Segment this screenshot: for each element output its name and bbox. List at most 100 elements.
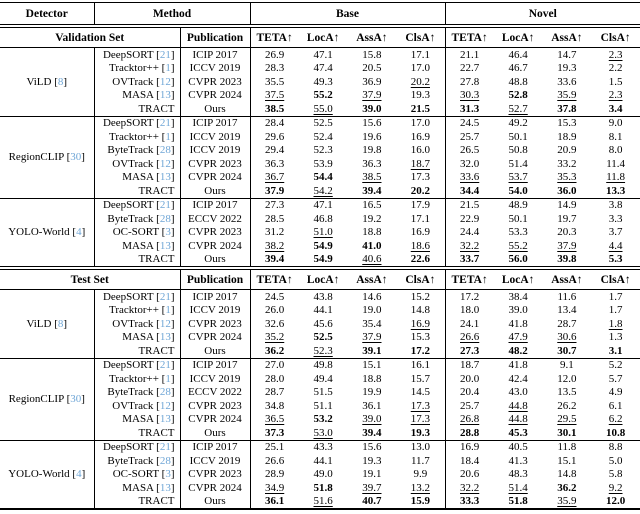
metric-value: 17.1: [396, 212, 446, 226]
metric-value: 40.6: [362, 253, 382, 266]
metric-value: 14.8: [396, 303, 446, 317]
citation-ref: 3: [165, 226, 171, 239]
metric-value: 18.0: [460, 304, 480, 317]
metric-value: 16.1: [396, 357, 446, 372]
table-row: TRACT Ours 37.3 53.0 39.4 19.3 28.8 45.3 30.1 10.…: [0, 426, 640, 440]
metric-value: 48.9: [493, 197, 543, 212]
citation-ref: 21: [159, 359, 171, 372]
metric-value: 30.6: [557, 331, 577, 344]
metric-value: 31.3: [460, 102, 480, 115]
table-row: Detector Method Base Novel: [0, 2, 640, 25]
metric-value: 27.3: [460, 344, 480, 357]
metric-value: 43.3: [298, 439, 348, 454]
metric-value: 20.3: [557, 226, 577, 239]
detector-cell: ViLD [8]: [0, 289, 95, 358]
table-row: Tracktor++ [1] ICCV 2019 26.0 44.1 19.0 14.8 1…: [0, 303, 640, 317]
publication-cell: ICIP 2017: [180, 197, 251, 212]
metric-value: 54.2: [313, 184, 333, 197]
citation-ref: 28: [159, 212, 171, 225]
citation-ref: 13: [159, 413, 171, 426]
metric-value: 49.3: [313, 75, 333, 88]
metric-value: 15.6: [347, 115, 397, 130]
metric-value: 35.3: [557, 171, 577, 184]
metric-value: 54.9: [313, 253, 333, 266]
publication-cell: Ours: [180, 102, 251, 116]
metric-value: 21.1: [445, 47, 494, 62]
citation-ref: 8: [57, 75, 64, 88]
metric-value: 15.3: [542, 115, 592, 130]
method-cell: OC-SORT [3]: [94, 467, 181, 481]
metric-value: 41.0: [362, 239, 382, 252]
metric-value: 53.2: [313, 413, 333, 426]
metric-value: 11.6: [542, 289, 592, 304]
metric-value: 48.2: [508, 344, 528, 357]
set-label: Test Set: [0, 269, 181, 290]
metric-value: 16.5: [347, 197, 397, 212]
metric-value: 47.1: [298, 47, 348, 62]
metric-value: 21.5: [396, 102, 446, 116]
publication-cell: CVPR 2024: [180, 88, 251, 102]
metric-value: 17.2: [396, 344, 446, 358]
metric-value: 5.8: [608, 468, 623, 481]
double-rule: [0, 24, 640, 28]
metric-column-header: LocA↑: [298, 269, 348, 290]
metric-value: 13.3: [606, 184, 626, 197]
metric-value: 14.5: [396, 385, 446, 399]
metric-value: 37.5: [265, 89, 285, 102]
metric-value: 38.4: [493, 289, 543, 304]
method-cell: ByteTrack [28]: [94, 143, 181, 157]
table-row: YOLO-World [4] DeepSORT [21] ICIP 2017 27.3…: [0, 197, 640, 267]
method-cell: DeepSORT [21]: [94, 115, 181, 130]
metric-value: 13.2: [396, 481, 446, 495]
metric-value: 37.9: [265, 184, 285, 197]
metric-value: 11.7: [396, 454, 446, 468]
metric-column-header: TETA↑: [250, 27, 299, 48]
table-row: ViLD [8] DeepSORT [21] ICIP 2017 24.5 43.8 14…: [0, 289, 640, 358]
metric-value: 17.1: [396, 47, 446, 62]
metric-value: 56.0: [508, 253, 528, 266]
metric-value: 33.2: [557, 157, 577, 170]
metric-value: 51.8: [508, 495, 528, 508]
publication-cell: ICCV 2019: [180, 143, 251, 157]
metric-value: 33.3: [460, 495, 480, 508]
method-cell: MASA [13]: [94, 330, 181, 344]
metric-value: 21.5: [445, 197, 494, 212]
metric-value: 39.4: [362, 426, 382, 439]
citation-ref: 1: [165, 304, 171, 317]
publication-cell: CVPR 2023: [180, 317, 251, 331]
publication-cell: ICIP 2017: [180, 289, 251, 304]
table-row: ByteTrack [28] ICCV 2019 29.4 52.3 19.8 16.0 2…: [0, 143, 640, 157]
metric-value: 20.5: [362, 62, 382, 75]
table-row: OVTrack [12] CVPR 2023 34.8 51.1 36.1 17.3 25.…: [0, 399, 640, 413]
method-cell: DeepSORT [21]: [94, 47, 181, 62]
table-row: RegionCLIP [30] DeepSORT [21] ICIP 2017 28.…: [0, 115, 640, 198]
table-row: TRACT Ours 38.5 55.0 39.0 21.5 31.3 52.7 37.8 3.4: [0, 102, 640, 116]
metric-value: 5.3: [608, 253, 623, 266]
metric-value: 19.8: [362, 144, 382, 157]
citation-ref: 12: [159, 75, 171, 88]
metric-value: 39.1: [362, 344, 382, 357]
method-cell: DeepSORT [21]: [94, 357, 181, 372]
method-cell: OVTrack [12]: [94, 75, 181, 89]
metric-value: 20.2: [396, 184, 446, 198]
metric-value: 19.6: [362, 130, 382, 143]
metric-value: 52.4: [313, 130, 333, 143]
detector-column-header: Detector: [0, 2, 95, 25]
metric-value: 47.4: [313, 62, 333, 75]
table-row: TRACT Ours 36.1 51.6 40.7 15.9 33.3 51.8 35.9 12.…: [0, 494, 640, 509]
metric-value: 24.1: [460, 317, 480, 330]
metric-value: 53.7: [508, 171, 528, 184]
metric-value: 38.5: [362, 171, 382, 184]
table-row: MASA [13] CVPR 2024 38.2 54.9 41.0 18.6 32.2 55…: [0, 239, 640, 253]
metric-value: 32.2: [460, 239, 480, 252]
metric-value: 48.3: [508, 468, 528, 481]
publication-cell: CVPR 2023: [180, 399, 251, 413]
citation-ref: 28: [159, 386, 171, 399]
method-cell: Tracktor++ [1]: [94, 303, 181, 317]
metric-value: 3.7: [608, 226, 623, 239]
metric-value: 12.0: [557, 372, 577, 385]
metric-value: 51.4: [508, 157, 528, 170]
metric-value: 18.9: [557, 130, 577, 143]
method-cell: TRACT: [94, 252, 181, 267]
